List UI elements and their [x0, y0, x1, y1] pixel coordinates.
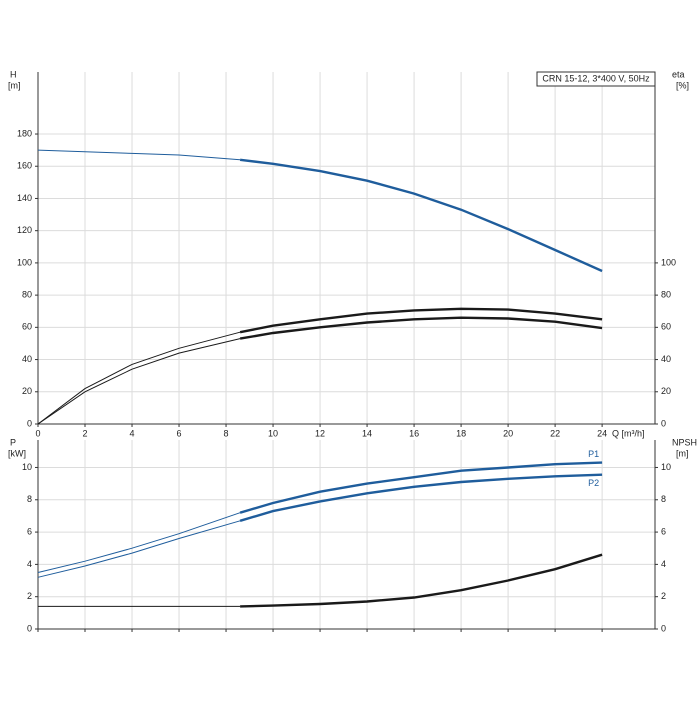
x-tick-label: 8 [224, 428, 229, 438]
y-tick-label: 6 [27, 526, 32, 536]
curve-operating [240, 553, 603, 608]
x-tick-label: 22 [550, 428, 560, 438]
curve-operating [239, 307, 603, 334]
x-tick-label: 0 [35, 428, 40, 438]
y2-tick-label: 0 [661, 623, 666, 633]
y2-tick-label: 4 [661, 559, 666, 569]
y-tick-label: 40 [22, 354, 32, 364]
x-label: Q [m³/h] [612, 428, 645, 438]
curve-thin [37, 331, 241, 425]
y2-tick-label: 6 [661, 526, 666, 536]
y-tick-label: 60 [22, 322, 32, 332]
x-tick-label: 20 [503, 428, 513, 438]
chart-title: CRN 15-12, 3*400 V, 50Hz [542, 73, 650, 83]
y2-tick-label: 2 [661, 591, 666, 601]
y2-unit: [%] [676, 80, 689, 90]
x-tick-label: 2 [83, 428, 88, 438]
y-tick-label: 140 [17, 193, 32, 203]
y2-tick-label: 100 [661, 257, 676, 267]
y2-tick-label: 0 [661, 418, 666, 428]
y2-tick-label: 80 [661, 289, 671, 299]
y-unit: [kW] [8, 448, 26, 458]
curve-thin [37, 149, 241, 161]
curve-thin [37, 512, 241, 573]
x-tick-label: 4 [130, 428, 135, 438]
curve-thin [37, 520, 241, 578]
y-tick-label: 20 [22, 386, 32, 396]
x-tick-label: 12 [315, 428, 325, 438]
y2-label: NPSH [672, 437, 697, 447]
x-tick-label: 24 [597, 428, 607, 438]
x-tick-label: 14 [362, 428, 372, 438]
y2-tick-label: 20 [661, 386, 671, 396]
y-label: H [10, 69, 17, 79]
y2-tick-label: 8 [661, 494, 666, 504]
y-tick-label: 4 [27, 559, 32, 569]
y-tick-label: 0 [27, 418, 32, 428]
y-tick-label: 80 [22, 289, 32, 299]
y2-tick-label: 60 [661, 322, 671, 332]
x-tick-label: 16 [409, 428, 419, 438]
legend-box [536, 71, 656, 87]
y-tick-label: 8 [27, 494, 32, 504]
y-tick-label: 120 [17, 225, 32, 235]
y2-label: eta [672, 69, 685, 79]
y-tick-label: 10 [22, 462, 32, 472]
y-tick-label: 100 [17, 257, 32, 267]
x-tick-label: 10 [268, 428, 278, 438]
y-tick-label: 180 [17, 128, 32, 138]
y-tick-label: 160 [17, 161, 32, 171]
y-unit: [m] [8, 80, 21, 90]
series-label: P1 [588, 449, 599, 459]
curve-operating [239, 473, 603, 522]
curve-operating [239, 158, 603, 273]
series-label: P2 [588, 478, 599, 488]
y2-tick-label: 10 [661, 462, 671, 472]
x-tick-label: 18 [456, 428, 466, 438]
curve-operating [239, 461, 603, 514]
y2-tick-label: 40 [661, 354, 671, 364]
y2-unit: [m] [676, 448, 689, 458]
y-tick-label: 2 [27, 591, 32, 601]
curve-thin [37, 338, 241, 425]
y-label: P [10, 437, 16, 447]
y-tick-label: 0 [27, 623, 32, 633]
curve-operating [239, 316, 603, 340]
x-tick-label: 6 [177, 428, 182, 438]
